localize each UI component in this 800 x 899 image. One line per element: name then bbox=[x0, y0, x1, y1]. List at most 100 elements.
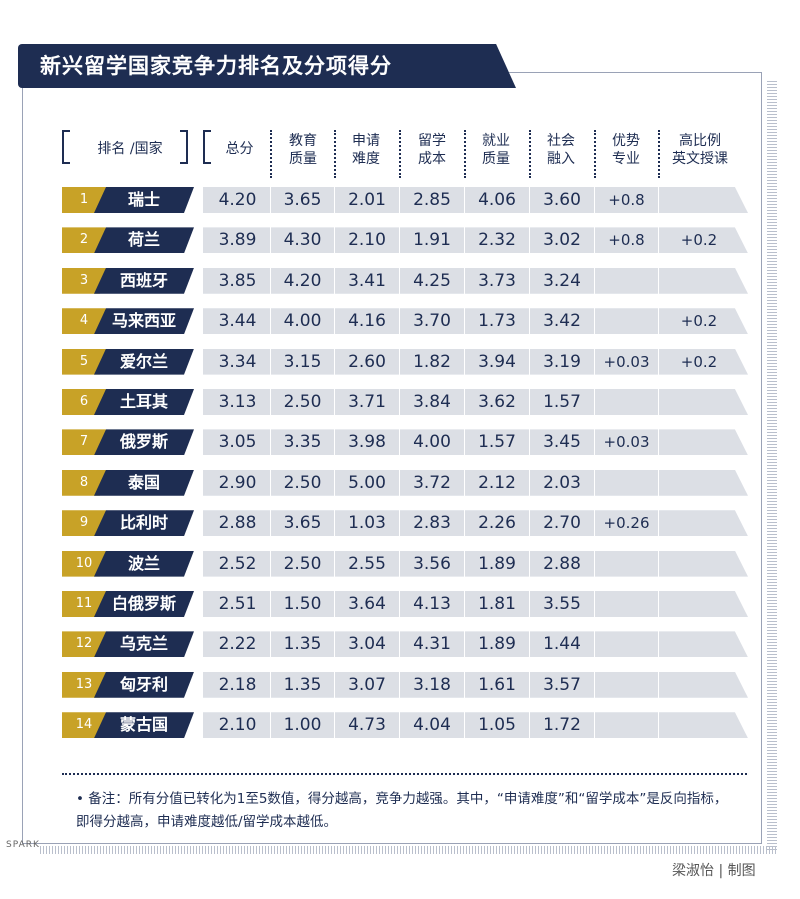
note-divider bbox=[62, 773, 747, 775]
cell-separator bbox=[334, 591, 335, 617]
cell-separator bbox=[399, 389, 400, 415]
cell-cost: 3.72 bbox=[413, 472, 451, 493]
table-row: 10 波兰 2.52 2.50 2.55 3.56 1.89 2.88 bbox=[0, 550, 800, 577]
cell-adv bbox=[595, 672, 658, 698]
cell-soc: 3.60 bbox=[543, 190, 581, 210]
table-row: 7 俄罗斯 3.05 3.35 3.98 4.00 1.57 3.45 +0.03 bbox=[0, 429, 800, 456]
cell-job: 3.73 bbox=[478, 270, 516, 291]
cell-separator bbox=[464, 267, 465, 294]
cell-adv bbox=[595, 389, 658, 415]
row-background bbox=[203, 591, 748, 617]
cell-separator bbox=[594, 348, 595, 375]
cell-edu: 3.35 bbox=[283, 432, 322, 453]
cell-separator bbox=[529, 591, 530, 617]
cell-app: 2.10 bbox=[348, 230, 386, 251]
cell-eng: +0.2 bbox=[680, 231, 718, 250]
header-divider bbox=[594, 130, 596, 178]
cell-separator bbox=[529, 187, 530, 213]
cell-separator bbox=[334, 227, 335, 254]
cell-separator bbox=[594, 267, 595, 294]
cell-separator bbox=[658, 510, 659, 537]
cell-separator bbox=[464, 550, 465, 577]
cell-adv: +0.03 bbox=[603, 433, 650, 452]
cell-separator bbox=[334, 550, 335, 577]
header-advantage: 优势 专业 bbox=[612, 133, 640, 167]
cell-soc: 3.42 bbox=[543, 311, 581, 332]
cell-separator bbox=[594, 591, 595, 617]
cell-eng bbox=[659, 712, 739, 738]
header-rank-country: 排名 /国家 bbox=[97, 141, 163, 157]
table-row: 11 白俄罗斯 2.51 1.50 3.64 4.13 1.81 3.55 bbox=[0, 591, 800, 617]
country-label: 泰国 bbox=[94, 469, 194, 496]
cell-adv bbox=[595, 268, 658, 294]
cell-eng bbox=[659, 187, 739, 213]
cell-app: 3.64 bbox=[348, 594, 386, 614]
country-label: 马来西亚 bbox=[94, 308, 194, 335]
country-label: 俄罗斯 bbox=[94, 429, 194, 456]
cell-adv bbox=[595, 470, 658, 496]
cell-eng: +0.2 bbox=[680, 352, 718, 371]
rank-badge: 12 bbox=[62, 631, 106, 658]
cell-separator bbox=[270, 308, 271, 335]
cell-separator bbox=[334, 348, 335, 375]
row-background bbox=[203, 389, 748, 415]
rank-badge: 8 bbox=[62, 469, 106, 496]
cell-separator bbox=[270, 631, 271, 658]
row-background bbox=[203, 469, 748, 496]
cell-eng bbox=[659, 631, 739, 657]
row-background bbox=[203, 510, 748, 537]
cell-soc: 2.88 bbox=[543, 553, 581, 574]
cell-adv: +0.8 bbox=[608, 231, 645, 250]
cell-app: 5.00 bbox=[348, 472, 386, 493]
cell-separator bbox=[658, 187, 659, 213]
cell-cost: 1.82 bbox=[413, 351, 451, 372]
cell-adv bbox=[595, 551, 658, 577]
cell-app: 4.16 bbox=[348, 311, 386, 332]
cell-total: 3.44 bbox=[218, 311, 257, 332]
cell-separator bbox=[270, 187, 271, 213]
header-divider bbox=[270, 130, 272, 178]
row-background bbox=[203, 348, 748, 375]
country-label: 荷兰 bbox=[94, 227, 194, 254]
header-employment: 就业 质量 bbox=[482, 133, 510, 167]
cell-separator bbox=[270, 469, 271, 496]
page-title: 新兴留学国家竞争力排名及分项得分 bbox=[40, 54, 392, 78]
cell-separator bbox=[270, 429, 271, 456]
header-divider bbox=[464, 130, 466, 178]
cell-edu: 4.20 bbox=[283, 270, 322, 291]
cell-separator bbox=[399, 671, 400, 698]
cell-separator bbox=[464, 308, 465, 335]
table-row: 13 匈牙利 2.18 1.35 3.07 3.18 1.61 3.57 bbox=[0, 671, 800, 698]
country-label: 乌克兰 bbox=[94, 631, 194, 658]
cell-edu: 4.30 bbox=[283, 230, 322, 251]
cell-separator bbox=[334, 267, 335, 294]
cell-separator bbox=[334, 308, 335, 335]
cell-soc: 3.55 bbox=[543, 594, 581, 614]
cell-separator bbox=[529, 389, 530, 415]
cell-separator bbox=[594, 308, 595, 335]
cell-cost: 3.56 bbox=[413, 553, 451, 574]
cell-eng bbox=[659, 672, 739, 698]
cell-separator bbox=[399, 348, 400, 375]
cell-soc: 1.57 bbox=[543, 392, 581, 412]
cell-soc: 3.57 bbox=[543, 674, 581, 695]
cell-separator bbox=[399, 631, 400, 658]
cell-total: 3.05 bbox=[218, 432, 257, 453]
cell-separator bbox=[658, 389, 659, 415]
cell-total: 2.10 bbox=[218, 715, 257, 736]
table-row: 1 瑞士 4.20 3.65 2.01 2.85 4.06 3.60 +0.8 bbox=[0, 187, 800, 213]
cell-cost: 4.04 bbox=[413, 715, 451, 736]
cell-cost: 4.00 bbox=[413, 432, 451, 453]
header-divider bbox=[529, 130, 531, 178]
cell-edu: 1.35 bbox=[283, 674, 322, 695]
cell-total: 4.20 bbox=[218, 190, 257, 210]
header-bracket-left bbox=[62, 130, 70, 164]
table-row: 8 泰国 2.90 2.50 5.00 3.72 2.12 2.03 bbox=[0, 469, 800, 496]
row-background bbox=[203, 429, 748, 456]
cell-app: 3.98 bbox=[348, 432, 386, 453]
cell-separator bbox=[464, 348, 465, 375]
cell-app: 3.71 bbox=[348, 392, 386, 412]
row-background bbox=[203, 187, 748, 213]
header-bracket-right bbox=[180, 130, 188, 164]
cell-separator bbox=[399, 510, 400, 537]
